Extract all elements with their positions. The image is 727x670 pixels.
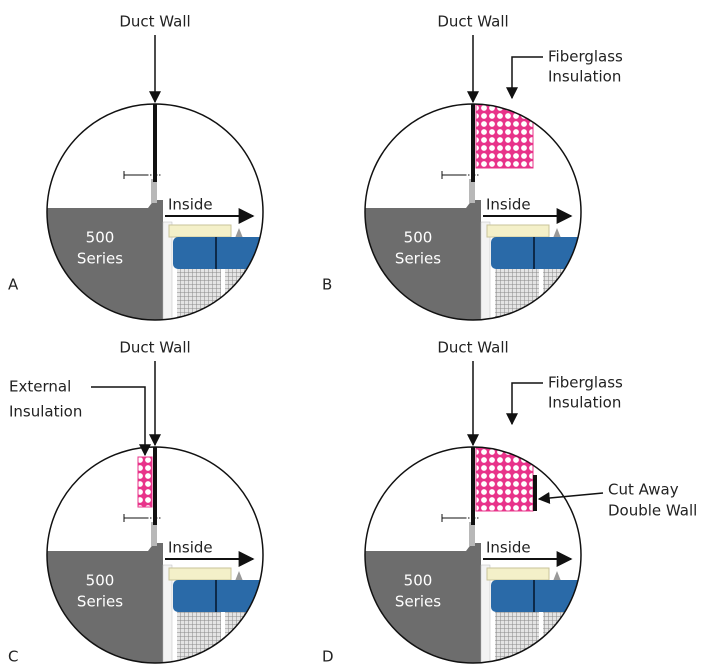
external-insulation xyxy=(137,456,153,508)
duct-wall-label: Duct Wall xyxy=(437,13,508,31)
mesh xyxy=(495,267,539,320)
flange xyxy=(151,522,157,546)
series-label: 500 xyxy=(404,229,433,247)
duct-wall xyxy=(153,447,157,525)
cut-away-arrow xyxy=(537,492,604,504)
inside-label: Inside xyxy=(486,196,531,214)
frame xyxy=(173,237,263,269)
cut-away-label: Cut Away xyxy=(608,481,679,499)
frame xyxy=(491,237,581,269)
frame xyxy=(173,580,263,612)
panel-outline xyxy=(46,446,264,664)
inside-label: Inside xyxy=(486,539,531,557)
gasket xyxy=(168,567,232,581)
cut-away-label: Double Wall xyxy=(608,502,697,520)
mesh xyxy=(177,610,221,663)
fiberglass-label: Insulation xyxy=(548,68,621,86)
series-label: Series xyxy=(395,593,441,611)
clip-tab xyxy=(235,571,243,581)
panel-outline xyxy=(46,103,264,321)
mesh xyxy=(543,610,581,663)
inside-label: Inside xyxy=(168,196,213,214)
duct-wall xyxy=(471,104,475,182)
clip-tab xyxy=(553,228,561,238)
clip-tab xyxy=(553,571,561,581)
panel-letter: C xyxy=(8,648,18,666)
panel: 500 Series Inside Duct Wall A xyxy=(8,13,264,321)
series-label: 500 xyxy=(86,229,115,247)
flange xyxy=(469,179,475,203)
frame xyxy=(491,580,581,612)
fiberglass-label: Insulation xyxy=(548,394,621,412)
fiberglass-arrow xyxy=(506,56,543,100)
mesh xyxy=(177,267,221,320)
fiberglass-label: Fiberglass xyxy=(548,48,623,66)
duct-wall-label: Duct Wall xyxy=(119,339,190,357)
flange xyxy=(151,179,157,203)
panel-letter: D xyxy=(322,648,334,666)
series-label: Series xyxy=(395,250,441,268)
fiberglass xyxy=(475,447,534,512)
panel: 500 Series Inside Duct Wall C External Insulat… xyxy=(8,339,264,666)
duct-wall-label: Duct Wall xyxy=(437,339,508,357)
series-label: 500 xyxy=(86,572,115,590)
double-wall xyxy=(533,475,537,511)
gasket xyxy=(168,224,232,238)
series-label: Series xyxy=(77,593,123,611)
gasket xyxy=(486,567,550,581)
mesh xyxy=(225,610,263,663)
strip xyxy=(162,221,173,320)
panel-letter: A xyxy=(8,276,19,294)
strip xyxy=(162,564,173,663)
fiberglass-label: Fiberglass xyxy=(548,374,623,392)
fiberglass xyxy=(475,104,534,169)
series-label: Series xyxy=(77,250,123,268)
panel: 500 Series Inside Duct Wall D Fiberglass Insul… xyxy=(322,339,697,666)
mesh xyxy=(495,610,539,663)
external-label: External xyxy=(9,378,71,396)
strip xyxy=(480,221,491,320)
duct-wall-label: Duct Wall xyxy=(119,13,190,31)
external-label: Insulation xyxy=(9,403,82,421)
panel: 500 Series Inside Duct Wall B Fiberglass Insul… xyxy=(322,13,623,321)
duct-wall xyxy=(153,104,157,182)
mesh xyxy=(225,267,263,320)
duct-wall xyxy=(471,447,475,525)
clip-tab xyxy=(235,228,243,238)
panel-outline xyxy=(364,103,582,321)
panel-outline xyxy=(364,446,582,664)
external-arrow xyxy=(91,386,151,457)
mesh xyxy=(543,267,581,320)
inside-label: Inside xyxy=(168,539,213,557)
strip xyxy=(480,564,491,663)
fiberglass-arrow xyxy=(506,382,543,426)
panel-letter: B xyxy=(322,276,332,294)
gasket xyxy=(486,224,550,238)
flange xyxy=(469,522,475,546)
series-label: 500 xyxy=(404,572,433,590)
